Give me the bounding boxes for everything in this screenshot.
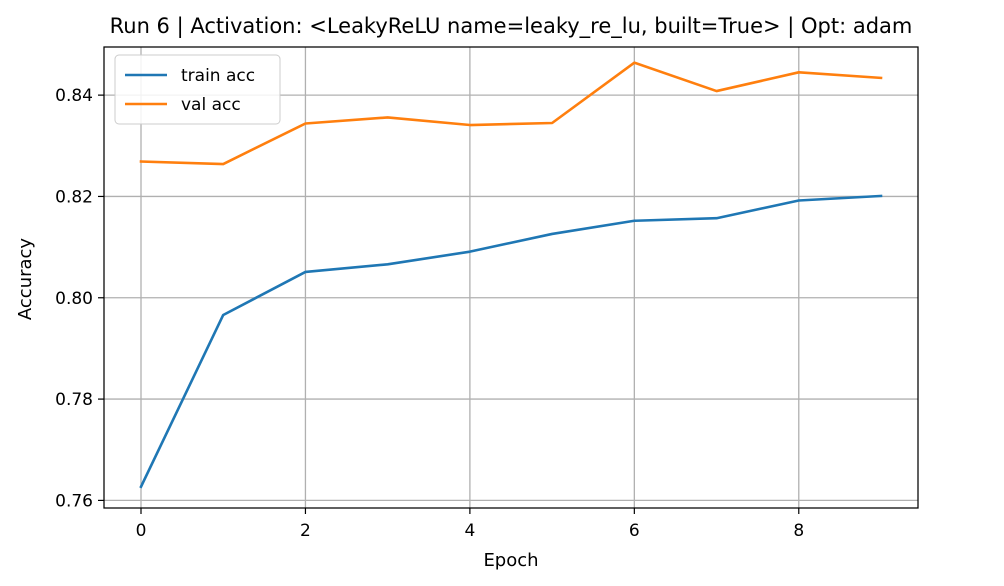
x-tick-label: 0 (136, 521, 147, 541)
legend-box (114, 54, 281, 125)
x-tick-label: 6 (629, 521, 640, 541)
x-axis-title: Epoch (483, 550, 538, 571)
x-tick-label: 8 (793, 521, 804, 541)
y-axis-title: Accuracy (15, 238, 36, 321)
y-tick-label: 0.76 (55, 491, 93, 511)
y-tick-label: 0.80 (55, 289, 93, 309)
x-tick-label: 4 (464, 521, 475, 541)
plot-series (139, 61, 883, 489)
y-tick-label: 0.82 (55, 187, 93, 207)
x-tick-label: 2 (300, 521, 311, 541)
series-line-train-acc (139, 194, 883, 489)
y-tick-label: 0.78 (55, 390, 93, 410)
legend-label-val-acc: val acc (181, 95, 241, 115)
legend-label-train-acc: train acc (181, 66, 255, 86)
plot-area-frame (103, 46, 919, 509)
series-line-val-acc (139, 61, 883, 166)
legend: train acc val acc (114, 54, 281, 125)
chart-title: Run 6 | Activation: <LeakyReLU name=leak… (110, 14, 913, 39)
axis-ticks: 0 2 4 6 8 0.76 0.78 0.80 0.82 0.84 (55, 86, 804, 541)
y-tick-label: 0.84 (55, 86, 93, 106)
